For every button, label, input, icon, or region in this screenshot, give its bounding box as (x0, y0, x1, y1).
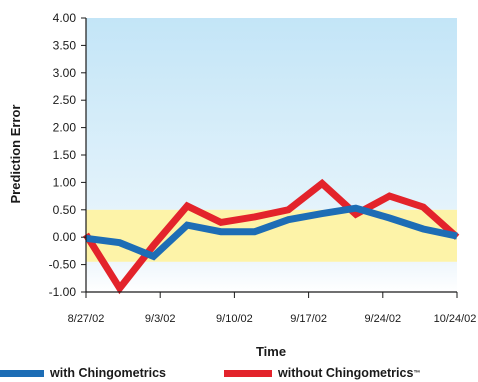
y-tick-label: 4.00 (53, 11, 77, 25)
x-tick-label: 9/3/02 (145, 313, 176, 325)
band-upper (86, 18, 457, 210)
y-tick-label: 2.50 (53, 93, 77, 107)
y-tick-label: 3.00 (53, 66, 77, 80)
x-tick-label: 9/24/02 (364, 313, 401, 325)
y-tick-label: 1.50 (53, 148, 77, 162)
y-tick-label: 0.00 (53, 230, 77, 244)
line-chart: 4.00 3.50 3.00 2.50 2.00 1.50 1.00 0.50 0.00 -0.5… (8, 11, 477, 359)
y-tick-label: 2.00 (53, 121, 77, 135)
legend-label-without: without Chingometrics (278, 366, 414, 380)
y-tick-label: -1.00 (49, 285, 77, 299)
y-tick-label: 0.50 (53, 203, 77, 217)
x-tick-label: 9/10/02 (216, 313, 253, 325)
legend-label-with: with Chingometrics (50, 366, 166, 380)
legend-swatch-blue (0, 369, 44, 377)
x-axis-ticks: 8/27/02 9/3/02 9/10/02 9/17/02 9/24/02 10/24/… (68, 292, 477, 325)
band-lower (86, 261, 457, 292)
y-tick-label: -0.50 (49, 258, 77, 272)
x-tick-label: 10/24/02 (434, 313, 477, 325)
y-axis-ticks: 4.00 3.50 3.00 2.50 2.00 1.50 1.00 0.50 0.00 -0.5… (49, 11, 86, 299)
x-tick-label: 8/27/02 (68, 313, 105, 325)
legend: with Chingometrics without Chingometrics… (0, 364, 478, 382)
series-layer (83, 178, 460, 295)
series-line-with (85, 204, 458, 261)
legend-item-without: without Chingometrics ™ (224, 364, 420, 382)
y-axis-title: Prediction Error (8, 105, 23, 204)
y-tick-label: 3.50 (53, 38, 77, 52)
x-axis-title: Time (256, 344, 286, 359)
x-tick-label: 9/17/02 (290, 313, 327, 325)
legend-item-with: with Chingometrics (0, 364, 166, 382)
y-tick-label: 1.00 (53, 175, 77, 189)
legend-swatch-red (224, 369, 272, 377)
trademark-mark: ™ (413, 369, 421, 377)
